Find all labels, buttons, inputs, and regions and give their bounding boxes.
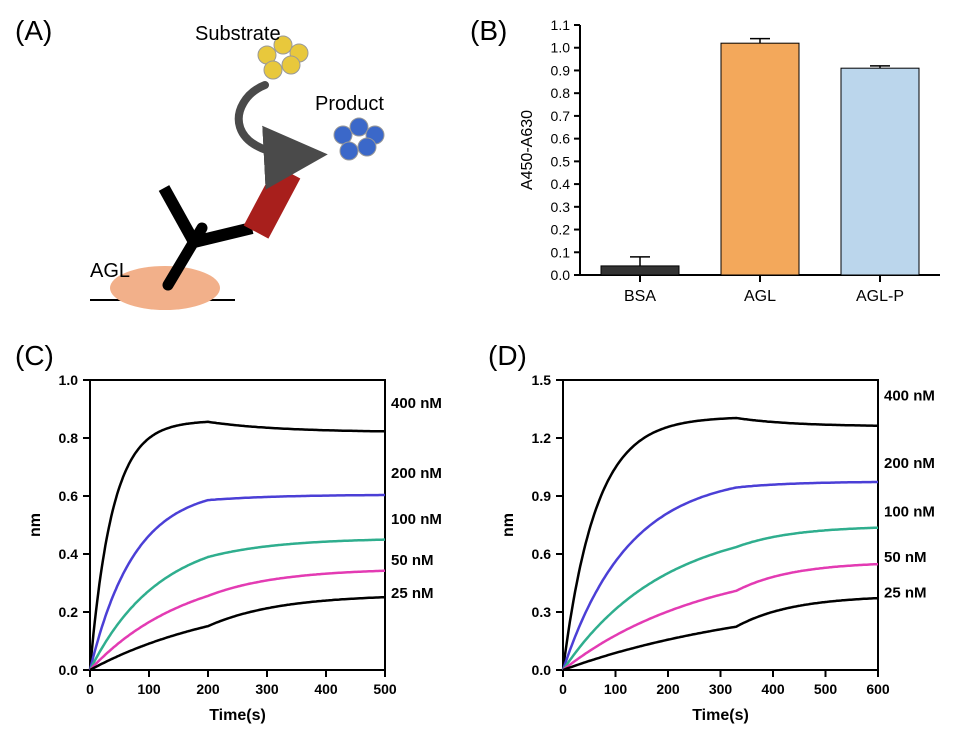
- bar-AGL: [721, 43, 799, 275]
- ylabel: nm: [27, 513, 44, 537]
- series-curve: [563, 598, 878, 670]
- series-label: 400 nM: [391, 395, 442, 412]
- panel-b-chart: 0.0 0.1 0.2 0.3 0.4 0.5 0.6 0.7 0.8 0.9 1.0 1.1 A450…: [470, 10, 960, 320]
- series-label: 400 nM: [884, 387, 935, 404]
- svg-text:0.0: 0.0: [551, 267, 571, 283]
- svg-text:0.3: 0.3: [532, 604, 552, 620]
- cat-label: AGL-P: [856, 288, 904, 305]
- svg-text:100: 100: [137, 681, 161, 697]
- svg-text:400: 400: [314, 681, 338, 697]
- svg-text:1.1: 1.1: [551, 17, 571, 33]
- svg-text:0.5: 0.5: [551, 153, 571, 169]
- series-curve: [90, 597, 385, 670]
- svg-text:0.8: 0.8: [59, 430, 79, 446]
- svg-text:0.9: 0.9: [551, 62, 571, 78]
- svg-text:0.6: 0.6: [551, 131, 571, 147]
- cat-label: AGL: [744, 288, 776, 305]
- panel-a-diagram: AGL Substrate Product: [15, 15, 465, 315]
- series-label: 25 nM: [884, 585, 927, 602]
- svg-text:0.9: 0.9: [532, 488, 552, 504]
- svg-text:0.8: 0.8: [551, 85, 571, 101]
- svg-text:0.6: 0.6: [59, 488, 79, 504]
- series-label: 25 nM: [391, 585, 434, 602]
- svg-text:0.0: 0.0: [59, 662, 79, 678]
- svg-text:0.0: 0.0: [532, 662, 552, 678]
- svg-text:600: 600: [866, 681, 890, 697]
- series-label: 100 nM: [391, 511, 442, 528]
- svg-text:300: 300: [255, 681, 279, 697]
- svg-text:0.6: 0.6: [532, 546, 552, 562]
- svg-text:500: 500: [373, 681, 397, 697]
- svg-text:1.5: 1.5: [532, 372, 552, 388]
- series-label: 50 nM: [884, 549, 927, 566]
- series-curve: [563, 528, 878, 670]
- series-label: 100 nM: [884, 503, 935, 520]
- svg-text:0.1: 0.1: [551, 244, 571, 260]
- series-label: 200 nM: [391, 465, 442, 482]
- series-curve: [563, 418, 878, 670]
- ylabel: nm: [500, 513, 517, 537]
- svg-text:400: 400: [761, 681, 785, 697]
- panel-b: (B) 0.00.10.20.30.40.50.60.70.80.91.01.1…: [470, 10, 960, 320]
- svg-text:0.7: 0.7: [551, 108, 571, 124]
- xlabel: Time(s): [209, 707, 266, 724]
- svg-text:1.0: 1.0: [551, 40, 571, 56]
- series-label: 200 nM: [884, 455, 935, 472]
- svg-text:300: 300: [709, 681, 733, 697]
- svg-text:0.2: 0.2: [59, 604, 79, 620]
- svg-text:200: 200: [196, 681, 220, 697]
- svg-text:0.4: 0.4: [59, 546, 79, 562]
- bar-BSA: [601, 266, 679, 275]
- svg-text:0: 0: [86, 681, 94, 697]
- svg-text:1.2: 1.2: [532, 430, 552, 446]
- figure-root: (A) AGLSubstrateProduct (B) 0.00.10.20.3…: [0, 0, 979, 742]
- substrate-text: Substrate: [195, 23, 281, 45]
- panel-d: (D) 01002003004005006000.00.30.60.91.21.…: [488, 340, 973, 735]
- svg-text:100: 100: [604, 681, 628, 697]
- xlabel: Time(s): [692, 707, 749, 724]
- panel-c: (C) 01002003004005000.00.20.40.60.81.0Ti…: [15, 340, 480, 735]
- svg-text:0: 0: [559, 681, 567, 697]
- panel-d-chart: 0 100 200 300 400 500 600 0.0 0.3 0.6 0.9 1.2 1.5 Tim…: [488, 340, 973, 735]
- svg-text:0.3: 0.3: [551, 199, 571, 215]
- product-text: Product: [315, 93, 384, 115]
- series-curve: [90, 571, 385, 670]
- panel-a: (A) AGLSubstrateProduct: [15, 15, 465, 315]
- svg-text:500: 500: [814, 681, 838, 697]
- svg-text:0.2: 0.2: [551, 222, 571, 238]
- agl-text: AGL: [90, 260, 130, 282]
- cat-label: BSA: [624, 288, 656, 305]
- bar-AGL-P: [841, 68, 919, 275]
- svg-text:200: 200: [656, 681, 680, 697]
- panel-c-chart: 0 100 200 300 400 500 0.0 0.2 0.4 0.6 0.8 1.0 Time(s…: [15, 340, 480, 735]
- series-curve: [90, 495, 385, 670]
- panel-b-ylabel: A450-A630: [519, 110, 536, 190]
- series-curve: [563, 482, 878, 670]
- svg-text:0.4: 0.4: [551, 176, 571, 192]
- series-label: 50 nM: [391, 552, 434, 569]
- svg-text:1.0: 1.0: [59, 372, 79, 388]
